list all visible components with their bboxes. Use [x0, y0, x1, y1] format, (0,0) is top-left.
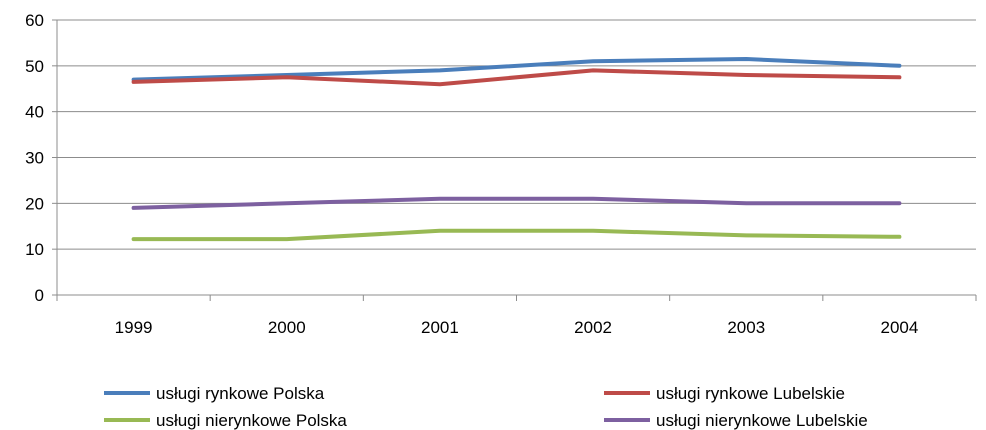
- x-tick-label: 2002: [574, 318, 612, 337]
- legend-item: usługi rynkowe Lubelskie: [604, 384, 845, 403]
- y-axis-ticks: 0 10 20 30 40 50 60: [25, 11, 57, 305]
- y-tick-label: 50: [25, 57, 44, 76]
- x-tick-label: 2003: [727, 318, 765, 337]
- series-line-4: [131, 196, 902, 210]
- legend-item: usługi rynkowe Polska: [104, 384, 325, 403]
- legend-item: usługi nierynkowe Polska: [104, 411, 347, 430]
- y-tick-label: 30: [25, 149, 44, 168]
- gridlines: [57, 19, 976, 250]
- series-line-3: [131, 228, 902, 242]
- legend-label: usługi nierynkowe Polska: [156, 411, 347, 430]
- x-tick-label: 2000: [268, 318, 306, 337]
- legend-label: usługi nierynkowe Lubelskie: [656, 411, 868, 430]
- x-axis-ticks: 1999 2000 2001 2002 2003 2004: [56, 295, 977, 337]
- y-tick-label: 20: [25, 194, 44, 213]
- legend-label: usługi rynkowe Lubelskie: [656, 384, 845, 403]
- legend-item: usługi nierynkowe Lubelskie: [604, 411, 868, 430]
- series-lines: [131, 57, 902, 242]
- x-tick-label: 1999: [115, 318, 153, 337]
- series-line-2: [131, 68, 902, 87]
- series-line-1: [131, 57, 902, 82]
- y-tick-label: 40: [25, 103, 44, 122]
- x-tick-label: 2004: [881, 318, 919, 337]
- legend-label: usługi rynkowe Polska: [156, 384, 325, 403]
- y-tick-label: 60: [25, 11, 44, 30]
- y-tick-label: 10: [25, 240, 44, 259]
- legend: usługi rynkowe Polska usługi rynkowe Lube…: [104, 384, 868, 430]
- y-tick-label: 0: [35, 286, 44, 305]
- x-tick-label: 2001: [421, 318, 459, 337]
